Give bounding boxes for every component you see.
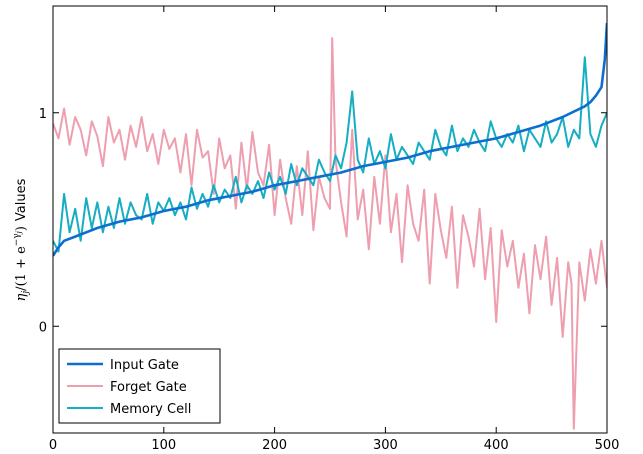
x-tick-label: 300 [373, 438, 398, 453]
series-line-memory-cell [53, 56, 607, 253]
y-axis: 01 [39, 107, 607, 335]
legend-label: Forget Gate [110, 380, 187, 395]
x-tick-label: 0 [49, 438, 57, 453]
y-axis-label: ηj/(1 + e−γj)Values [12, 178, 31, 301]
y-axis-label-close: ) [14, 226, 29, 231]
x-tick-label: 100 [151, 438, 176, 453]
y-axis-label-suffix: Values [14, 178, 29, 221]
y-tick-label: 0 [39, 320, 47, 335]
y-axis-label-exponent-sub: j [15, 230, 23, 235]
series-line-input-gate [53, 23, 607, 257]
legend: Input Gate Forget Gate Memory Cell [58, 348, 221, 424]
plot-frame [52, 5, 608, 434]
y-axis-label-eta: η [14, 293, 29, 301]
y-axis-label-denominator: /(1 + e [14, 246, 29, 291]
x-tick-label: 400 [484, 438, 509, 453]
y-tick-label: 1 [39, 107, 47, 122]
y-axis-label-eta-sub: j [21, 291, 31, 296]
x-axis: 0 100 200 300 400 500 [49, 6, 620, 453]
x-tick-label: 200 [262, 438, 287, 453]
legend-label: Input Gate [110, 358, 179, 373]
series-line-forget-gate [53, 37, 607, 430]
series-layer [53, 23, 607, 430]
legend-label: Memory Cell [110, 402, 191, 417]
x-tick-label: 500 [595, 438, 620, 453]
y-axis-label-exponent: −γ [12, 233, 22, 246]
